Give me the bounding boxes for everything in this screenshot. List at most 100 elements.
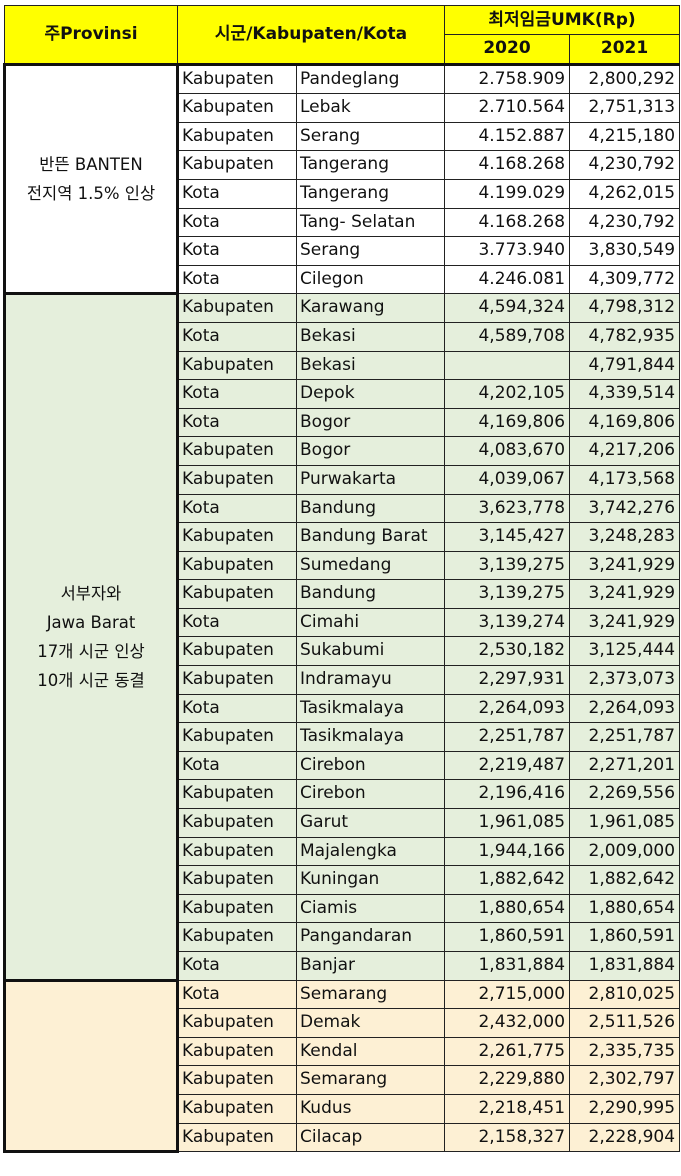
wage-2020-cell: 2,530,182	[444, 636, 571, 667]
wage-2020-cell: 4.152.887	[444, 121, 571, 152]
region-name-cell: Banjar	[295, 951, 446, 981]
wage-2020-cell: 2.710.564	[444, 93, 571, 123]
region-type-cell: Kabupaten	[177, 121, 297, 152]
wage-2020-cell: 4,169,806	[444, 407, 571, 438]
province-cell	[3, 978, 179, 1154]
region-name-cell: Bandung Barat	[295, 522, 446, 552]
wage-2021-cell: 4,169,806	[569, 407, 681, 438]
region-name-cell: Tang- Selatan	[295, 207, 446, 238]
wage-2020-cell: 4,083,670	[444, 436, 571, 466]
region-type-cell: Kabupaten	[177, 1093, 297, 1124]
wage-2021-cell: 4,309,772	[569, 264, 681, 295]
table-row: Kabupaten Majalengka 1,944,166 2,009,000	[5, 836, 681, 867]
region-type-cell: Kabupaten	[177, 1065, 297, 1095]
province-cell: 반뜬 BANTEN 전지역 1.5% 인상	[3, 62, 179, 296]
region-type-cell: Kota	[177, 236, 297, 266]
region-type-cell: Kota	[177, 264, 297, 295]
wage-2021-cell: 2,810,025	[569, 979, 681, 1010]
wage-2020-cell: 2,219,487	[444, 750, 571, 781]
table-row: Kabupaten Serang 4.152.887 4,215,180	[5, 121, 681, 152]
wage-2020-cell: 3,139,274	[444, 607, 571, 638]
region-name-cell: Bogor	[295, 436, 446, 466]
region-type-cell: Kabupaten	[177, 150, 297, 180]
region-name-cell: Semarang	[295, 1065, 446, 1095]
wage-2020-cell: 4.168.268	[444, 207, 571, 238]
wage-2021-cell: 2,302,797	[569, 1065, 681, 1095]
province-label-line: 10개 시군 동결	[37, 670, 145, 690]
wage-2020-cell: 2,264,093	[444, 693, 571, 724]
region-name-cell: Tangerang	[295, 150, 446, 180]
table-row: Kabupaten Tangerang 4.168.268 4,230,792	[5, 150, 681, 180]
table-row: 반뜬 BANTEN 전지역 1.5% 인상 Kabupaten Pandeglang 2…	[3, 62, 681, 296]
wage-2021-cell: 1,860,591	[569, 922, 681, 952]
wage-2020-cell: 2,196,416	[444, 779, 571, 810]
table-row: Kabupaten Bogor 4,083,670 4,217,206	[5, 436, 681, 466]
table-row: Kabupaten Ciamis 1,880,654 1,880,654	[5, 893, 681, 924]
table-row: Kabupaten Kuningan 1,882,642 1,882,642	[5, 865, 681, 895]
table-row: Kabupaten Purwakarta 4,039,067 4,173,568	[5, 464, 681, 495]
table-row: Kabupaten Sukabumi 2,530,182 3,125,444	[5, 636, 681, 667]
table-row: Kota Semarang 2,715,000 2,810,025	[3, 978, 681, 1154]
region-type-cell: Kabupaten	[177, 436, 297, 466]
region-name-cell: Bekasi	[295, 350, 446, 381]
wage-2020-cell: 3,145,427	[444, 522, 571, 552]
wage-2020-cell: 1,961,085	[444, 808, 571, 838]
wage-2021-cell: 3,125,444	[569, 636, 681, 667]
region-type-cell: Kota	[177, 178, 297, 209]
region-name-cell: Sumedang	[295, 550, 446, 581]
region-type-cell: Kabupaten	[177, 893, 297, 924]
wage-2021-cell: 1,831,884	[569, 951, 681, 981]
region-type-cell: Kota	[177, 693, 297, 724]
wage-2021-cell: 2,264,093	[569, 693, 681, 724]
table-row: Kabupaten Lebak 2.710.564 2,751,313	[5, 93, 681, 123]
table-row: Kabupaten Garut 1,961,085 1,961,085	[5, 808, 681, 838]
province-cell: 서부자와 Jawa Barat 17개 시군 인상 10개 시군 동결	[3, 292, 179, 982]
region-type-cell: Kabupaten	[177, 350, 297, 381]
region-type-cell: Kabupaten	[177, 636, 297, 667]
wage-2020-cell: 2,158,327	[444, 1122, 571, 1153]
wage-2020-cell: 1,944,166	[444, 836, 571, 867]
region-name-cell: Garut	[295, 808, 446, 838]
region-type-cell: Kabupaten	[177, 1008, 297, 1038]
wage-2020-cell: 1,831,884	[444, 951, 571, 981]
region-name-cell: Bogor	[295, 407, 446, 438]
wage-2021-cell: 4,798,312	[569, 293, 681, 323]
wage-2020-cell: 4,589,708	[444, 321, 571, 352]
wage-2021-cell: 2,800,292	[569, 63, 681, 95]
wage-2020-cell: 4,039,067	[444, 464, 571, 495]
region-type-cell: Kabupaten	[177, 808, 297, 838]
wage-2021-cell: 3,241,929	[569, 579, 681, 609]
region-type-cell: Kabupaten	[177, 63, 297, 95]
region-type-cell: Kabupaten	[177, 579, 297, 609]
table-row: Kota Bogor 4,169,806 4,169,806	[5, 407, 681, 438]
region-name-cell: Bandung	[295, 493, 446, 524]
table-row: Kota Bekasi 4,589,708 4,782,935	[5, 321, 681, 352]
header-year-2021: 2021	[569, 34, 681, 66]
wage-2021-cell: 2,511,526	[569, 1008, 681, 1038]
region-name-cell: Kendal	[295, 1036, 446, 1067]
region-name-cell: Kudus	[295, 1093, 446, 1124]
wage-2021-cell: 2,335,735	[569, 1036, 681, 1067]
table-row: Kota Serang 3.773.940 3,830,549	[5, 236, 681, 266]
wage-2020-cell: 3,139,275	[444, 579, 571, 609]
region-type-cell: Kota	[177, 607, 297, 638]
region-type-cell: Kota	[177, 321, 297, 352]
wage-2021-cell: 2,751,313	[569, 93, 681, 123]
header-year-2020: 2020	[444, 34, 571, 66]
region-name-cell: Ciamis	[295, 893, 446, 924]
region-name-cell: Tasikmalaya	[295, 722, 446, 752]
wage-2021-cell: 3,742,276	[569, 493, 681, 524]
region-name-cell: Pandeglang	[295, 63, 446, 95]
table-row: Kabupaten Bandung 3,139,275 3,241,929	[5, 579, 681, 609]
region-type-cell: Kabupaten	[177, 1122, 297, 1153]
wage-2020-cell: 2.758.909	[444, 63, 571, 95]
wage-2021-cell: 3,248,283	[569, 522, 681, 552]
wage-2020-cell: 2,297,931	[444, 665, 571, 695]
region-type-cell: Kabupaten	[177, 293, 297, 323]
region-name-cell: Cilacap	[295, 1122, 446, 1153]
table-row: Kabupaten Semarang 2,229,880 2,302,797	[5, 1065, 681, 1095]
province-label-line: 17개 시군 인상	[37, 641, 145, 661]
region-name-cell: Lebak	[295, 93, 446, 123]
wage-2020-cell: 1,882,642	[444, 865, 571, 895]
wage-2021-cell: 4,782,935	[569, 321, 681, 352]
